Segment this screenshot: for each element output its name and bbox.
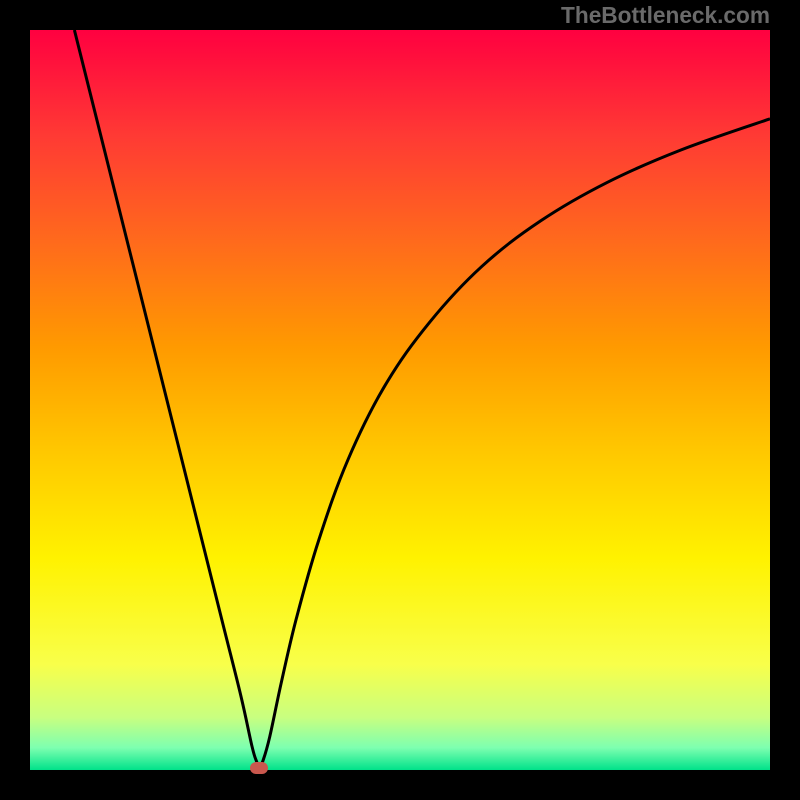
bottleneck-curve bbox=[30, 30, 770, 770]
plot-area bbox=[30, 30, 770, 770]
curve-right-branch bbox=[259, 119, 770, 767]
chart-container: TheBottleneck.com bbox=[0, 0, 800, 800]
curve-left-branch bbox=[74, 30, 259, 767]
minimum-marker bbox=[250, 762, 268, 774]
watermark-text: TheBottleneck.com bbox=[561, 2, 770, 29]
